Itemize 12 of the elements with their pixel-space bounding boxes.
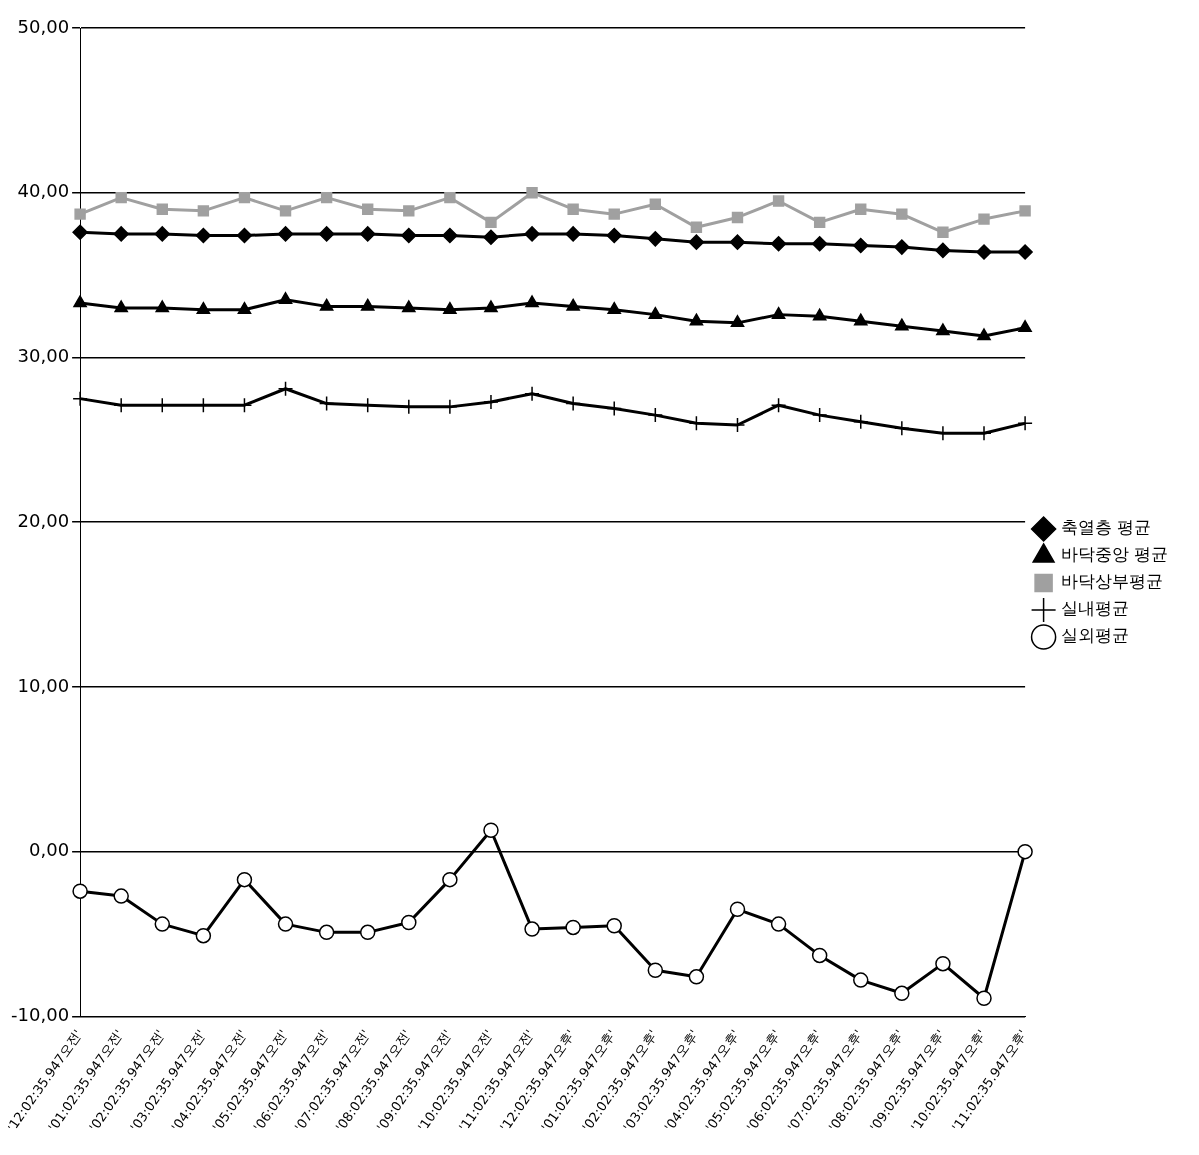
legend-label: 축열층 평균 <box>1060 517 1151 538</box>
legend-label: 실내평균 <box>1060 598 1129 619</box>
y-tick-label: 20,00 <box>17 509 70 531</box>
y-tick-label: 30,00 <box>17 345 70 367</box>
y-tick-label: -10,00 <box>11 1004 70 1026</box>
y-tick-label: 50,00 <box>17 15 70 37</box>
y-tick-label: 40,00 <box>17 180 70 202</box>
legend-label: 실외평균 <box>1060 625 1129 646</box>
legend-label: 바닥상부평균 <box>1060 571 1163 592</box>
y-tick-label: 10,00 <box>17 674 70 696</box>
y-tick-label: 0,00 <box>29 839 70 861</box>
legend-label: 바닥중앙 평균 <box>1060 544 1168 565</box>
